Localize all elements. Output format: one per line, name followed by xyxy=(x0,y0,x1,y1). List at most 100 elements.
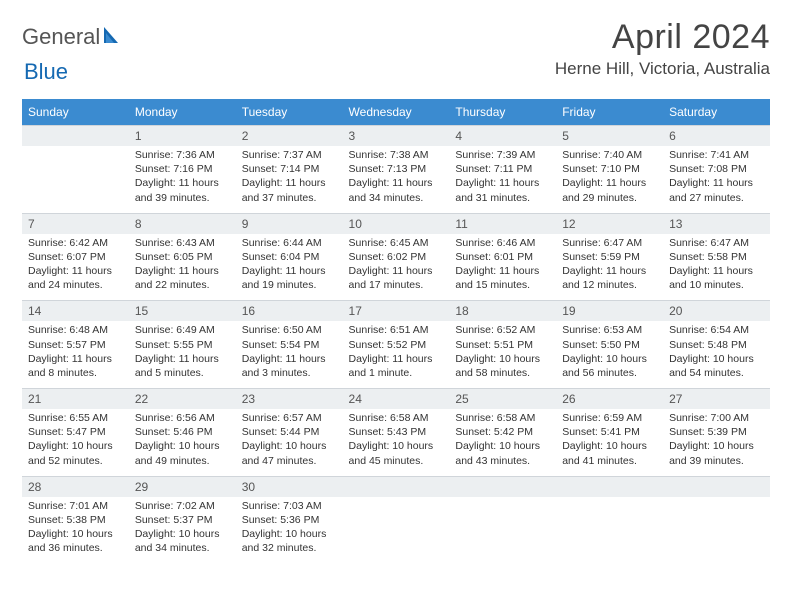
sunrise-text: Sunrise: 6:55 AM xyxy=(28,411,123,425)
calendar-cell: 30Sunrise: 7:03 AMSunset: 5:36 PMDayligh… xyxy=(236,476,343,563)
calendar-cell: 11Sunrise: 6:46 AMSunset: 6:01 PMDayligh… xyxy=(449,213,556,301)
sunset-text: Sunset: 6:01 PM xyxy=(455,250,550,264)
day-number: 2 xyxy=(236,126,343,146)
calendar-cell: 16Sunrise: 6:50 AMSunset: 5:54 PMDayligh… xyxy=(236,301,343,389)
calendar-cell: 3Sunrise: 7:38 AMSunset: 7:13 PMDaylight… xyxy=(343,126,450,214)
day-number: 21 xyxy=(22,389,129,409)
sunrise-text: Sunrise: 6:42 AM xyxy=(28,236,123,250)
day-number: 14 xyxy=(22,301,129,321)
sunrise-text: Sunrise: 7:03 AM xyxy=(242,499,337,513)
day-number: 5 xyxy=(556,126,663,146)
day-info: Sunrise: 6:46 AMSunset: 6:01 PMDaylight:… xyxy=(449,234,556,301)
calendar-cell: 20Sunrise: 6:54 AMSunset: 5:48 PMDayligh… xyxy=(663,301,770,389)
sunset-text: Sunset: 5:39 PM xyxy=(669,425,764,439)
sunrise-text: Sunrise: 7:41 AM xyxy=(669,148,764,162)
calendar-cell: 15Sunrise: 6:49 AMSunset: 5:55 PMDayligh… xyxy=(129,301,236,389)
month-title: April 2024 xyxy=(555,18,770,57)
calendar-cell: 4Sunrise: 7:39 AMSunset: 7:11 PMDaylight… xyxy=(449,126,556,214)
sunrise-text: Sunrise: 7:40 AM xyxy=(562,148,657,162)
title-block: April 2024 Herne Hill, Victoria, Austral… xyxy=(555,18,770,79)
day-number: 22 xyxy=(129,389,236,409)
calendar-cell: 7Sunrise: 6:42 AMSunset: 6:07 PMDaylight… xyxy=(22,213,129,301)
sunset-text: Sunset: 5:37 PM xyxy=(135,513,230,527)
weekday-header: Friday xyxy=(556,99,663,126)
day-number: 6 xyxy=(663,126,770,146)
calendar-week-row: 28Sunrise: 7:01 AMSunset: 5:38 PMDayligh… xyxy=(22,476,770,563)
calendar-cell: 26Sunrise: 6:59 AMSunset: 5:41 PMDayligh… xyxy=(556,389,663,477)
sunset-text: Sunset: 5:50 PM xyxy=(562,338,657,352)
day-number: 17 xyxy=(343,301,450,321)
sunset-text: Sunset: 5:41 PM xyxy=(562,425,657,439)
sunset-text: Sunset: 5:36 PM xyxy=(242,513,337,527)
calendar-week-row: 7Sunrise: 6:42 AMSunset: 6:07 PMDaylight… xyxy=(22,213,770,301)
sunset-text: Sunset: 6:04 PM xyxy=(242,250,337,264)
calendar-cell: 18Sunrise: 6:52 AMSunset: 5:51 PMDayligh… xyxy=(449,301,556,389)
day-number: 10 xyxy=(343,214,450,234)
daylight-text: Daylight: 10 hours and 43 minutes. xyxy=(455,439,550,467)
day-info: Sunrise: 6:55 AMSunset: 5:47 PMDaylight:… xyxy=(22,409,129,476)
daylight-text: Daylight: 11 hours and 24 minutes. xyxy=(28,264,123,292)
day-number: 23 xyxy=(236,389,343,409)
day-info: Sunrise: 7:00 AMSunset: 5:39 PMDaylight:… xyxy=(663,409,770,476)
daylight-text: Daylight: 10 hours and 34 minutes. xyxy=(135,527,230,555)
sunset-text: Sunset: 6:02 PM xyxy=(349,250,444,264)
day-number xyxy=(343,477,450,497)
sunrise-text: Sunrise: 6:56 AM xyxy=(135,411,230,425)
daylight-text: Daylight: 11 hours and 10 minutes. xyxy=(669,264,764,292)
sunrise-text: Sunrise: 6:51 AM xyxy=(349,323,444,337)
calendar-table: SundayMondayTuesdayWednesdayThursdayFrid… xyxy=(22,99,770,563)
sunset-text: Sunset: 5:58 PM xyxy=(669,250,764,264)
calendar-cell: 28Sunrise: 7:01 AMSunset: 5:38 PMDayligh… xyxy=(22,476,129,563)
weekday-header: Thursday xyxy=(449,99,556,126)
day-number xyxy=(449,477,556,497)
weekday-header: Wednesday xyxy=(343,99,450,126)
sunset-text: Sunset: 5:42 PM xyxy=(455,425,550,439)
daylight-text: Daylight: 10 hours and 32 minutes. xyxy=(242,527,337,555)
day-number: 18 xyxy=(449,301,556,321)
day-info: Sunrise: 6:59 AMSunset: 5:41 PMDaylight:… xyxy=(556,409,663,476)
daylight-text: Daylight: 10 hours and 54 minutes. xyxy=(669,352,764,380)
daylight-text: Daylight: 10 hours and 39 minutes. xyxy=(669,439,764,467)
day-number: 8 xyxy=(129,214,236,234)
daylight-text: Daylight: 10 hours and 36 minutes. xyxy=(28,527,123,555)
daylight-text: Daylight: 11 hours and 31 minutes. xyxy=(455,176,550,204)
daylight-text: Daylight: 11 hours and 22 minutes. xyxy=(135,264,230,292)
day-number: 19 xyxy=(556,301,663,321)
day-info-empty xyxy=(663,497,770,521)
calendar-header-row: SundayMondayTuesdayWednesdayThursdayFrid… xyxy=(22,99,770,126)
logo-word-general: General xyxy=(22,24,100,50)
day-number: 16 xyxy=(236,301,343,321)
day-info: Sunrise: 6:58 AMSunset: 5:42 PMDaylight:… xyxy=(449,409,556,476)
day-info: Sunrise: 7:36 AMSunset: 7:16 PMDaylight:… xyxy=(129,146,236,213)
sunrise-text: Sunrise: 6:52 AM xyxy=(455,323,550,337)
day-info: Sunrise: 6:53 AMSunset: 5:50 PMDaylight:… xyxy=(556,321,663,388)
day-info: Sunrise: 7:38 AMSunset: 7:13 PMDaylight:… xyxy=(343,146,450,213)
calendar-cell xyxy=(343,476,450,563)
day-number: 15 xyxy=(129,301,236,321)
day-number: 3 xyxy=(343,126,450,146)
calendar-cell xyxy=(663,476,770,563)
day-number: 9 xyxy=(236,214,343,234)
logo-word-blue: Blue xyxy=(24,59,68,84)
sunset-text: Sunset: 5:57 PM xyxy=(28,338,123,352)
day-info-empty xyxy=(449,497,556,521)
daylight-text: Daylight: 11 hours and 8 minutes. xyxy=(28,352,123,380)
sunrise-text: Sunrise: 6:53 AM xyxy=(562,323,657,337)
calendar-cell: 21Sunrise: 6:55 AMSunset: 5:47 PMDayligh… xyxy=(22,389,129,477)
sunset-text: Sunset: 6:05 PM xyxy=(135,250,230,264)
sunrise-text: Sunrise: 6:49 AM xyxy=(135,323,230,337)
daylight-text: Daylight: 10 hours and 58 minutes. xyxy=(455,352,550,380)
day-info: Sunrise: 7:37 AMSunset: 7:14 PMDaylight:… xyxy=(236,146,343,213)
sunset-text: Sunset: 5:46 PM xyxy=(135,425,230,439)
sunset-text: Sunset: 5:38 PM xyxy=(28,513,123,527)
calendar-week-row: 21Sunrise: 6:55 AMSunset: 5:47 PMDayligh… xyxy=(22,389,770,477)
daylight-text: Daylight: 11 hours and 27 minutes. xyxy=(669,176,764,204)
day-number: 29 xyxy=(129,477,236,497)
day-info: Sunrise: 6:48 AMSunset: 5:57 PMDaylight:… xyxy=(22,321,129,388)
sunset-text: Sunset: 5:48 PM xyxy=(669,338,764,352)
daylight-text: Daylight: 11 hours and 12 minutes. xyxy=(562,264,657,292)
calendar-cell xyxy=(556,476,663,563)
sunrise-text: Sunrise: 7:02 AM xyxy=(135,499,230,513)
sunrise-text: Sunrise: 6:58 AM xyxy=(455,411,550,425)
sunset-text: Sunset: 5:52 PM xyxy=(349,338,444,352)
